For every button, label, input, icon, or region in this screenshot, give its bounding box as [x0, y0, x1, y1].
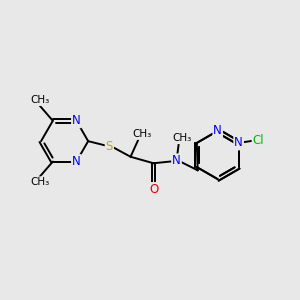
Text: N: N [213, 124, 222, 137]
Text: Cl: Cl [253, 134, 264, 147]
Text: N: N [72, 114, 81, 127]
Text: N: N [234, 136, 243, 149]
Text: O: O [149, 183, 158, 196]
Text: CH₃: CH₃ [133, 129, 152, 139]
Text: N: N [172, 154, 181, 167]
Text: CH₃: CH₃ [173, 133, 192, 143]
Text: CH₃: CH₃ [30, 177, 49, 187]
Text: S: S [106, 140, 113, 153]
Text: CH₃: CH₃ [30, 95, 49, 105]
Text: N: N [72, 155, 81, 168]
